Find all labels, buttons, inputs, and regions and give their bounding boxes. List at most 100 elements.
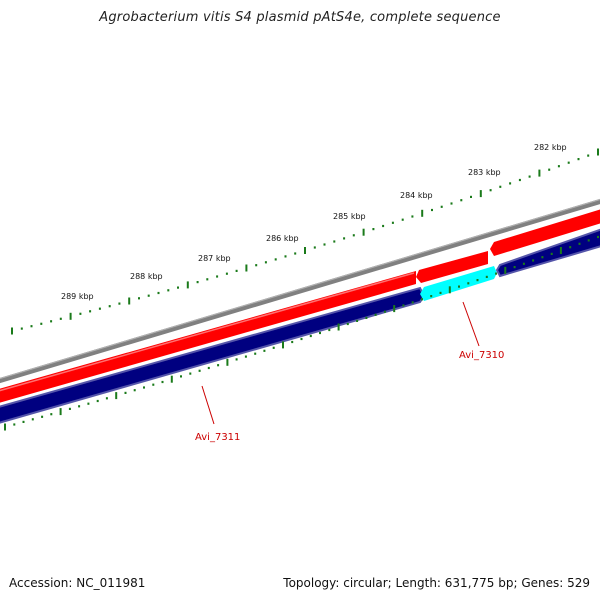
lower-scale-minor-tick (374, 313, 377, 316)
lower-scale-minor-tick (50, 413, 53, 416)
upper-scale-minor-tick (382, 224, 385, 228)
upper-scale-minor-tick (157, 291, 160, 295)
forward-gene-middle[interactable] (416, 251, 488, 283)
upper-scale-minor-tick (118, 302, 121, 305)
lower-scale-major-tick (115, 392, 118, 400)
upper-scale-minor-tick (391, 221, 394, 224)
upper-scale-major-tick (597, 148, 599, 156)
upper-scale-minor-tick (98, 307, 101, 310)
upper-scale-minor-tick (20, 327, 23, 330)
lower-scale-minor-tick (13, 423, 16, 426)
upper-scale-minor-tick (352, 234, 355, 237)
lower-scale-minor-tick (550, 252, 553, 255)
upper-scale-minor-tick (225, 272, 228, 275)
scale-label-283: 283 kbp (468, 168, 501, 177)
upper-scale-minor-tick (264, 261, 267, 264)
lower-scale-minor-tick (189, 372, 192, 375)
gene-label-avi-7311[interactable]: Avi_7311 (195, 432, 240, 443)
sequence-backbone-highlight (0, 198, 600, 380)
scale-label-286: 286 kbp (266, 234, 299, 243)
lower-scale-minor-tick (263, 349, 266, 352)
upper-scale-minor-tick (343, 237, 346, 240)
upper-scale-minor-tick (548, 168, 551, 171)
upper-scale-minor-tick (401, 218, 404, 221)
lower-scale-minor-tick (217, 364, 220, 367)
lower-scale-minor-tick (300, 337, 303, 341)
reverse-gene-avi-7311[interactable] (0, 286, 426, 424)
upper-scale-minor-tick (255, 264, 258, 267)
upper-scale-minor-tick (577, 158, 580, 161)
lower-scale-minor-tick (96, 399, 99, 403)
lower-scale-minor-tick (541, 256, 544, 259)
lower-scale-minor-tick (152, 383, 155, 386)
lower-scale-minor-tick (78, 405, 81, 408)
upper-scale-minor-tick (460, 199, 463, 202)
upper-scale-minor-tick (450, 202, 453, 205)
lower-scale-minor-tick (207, 366, 210, 370)
scale-label-282: 282 kbp (534, 143, 567, 152)
upper-scale-minor-tick (235, 269, 238, 272)
lower-scale-minor-tick (383, 310, 386, 313)
upper-scale-minor-tick (587, 154, 590, 157)
upper-scale-minor-tick (216, 275, 219, 278)
reverse-gene-right[interactable] (495, 228, 600, 278)
upper-scale-minor-tick (89, 310, 92, 313)
upper-scale-minor-tick (206, 278, 209, 281)
upper-scale-minor-tick (108, 305, 111, 308)
scale-label-289: 289 kbp (61, 292, 94, 301)
lower-scale-major-tick (448, 286, 451, 294)
upper-scale-minor-tick (440, 205, 443, 208)
lower-scale-minor-tick (346, 322, 349, 326)
lower-scale-minor-tick (309, 334, 312, 338)
upper-scale-major-tick (538, 169, 541, 177)
forward-gene-right[interactable] (490, 208, 600, 256)
lower-scale-major-tick (4, 423, 6, 431)
lower-scale-minor-tick (235, 358, 238, 361)
lower-scale-minor-tick (532, 259, 535, 262)
lower-scale-minor-tick (198, 369, 201, 372)
lower-scale-minor-tick (31, 418, 34, 421)
upper-scale-major-tick (362, 228, 365, 236)
lower-scale-minor-tick (244, 355, 247, 358)
lower-scale-major-tick (282, 341, 284, 349)
lower-scale-minor-tick (180, 375, 182, 378)
lower-scale-minor-tick (597, 235, 599, 239)
lower-scale-minor-tick (476, 279, 479, 282)
upper-scale-minor-tick (313, 246, 316, 249)
lower-scale-minor-tick (365, 316, 368, 319)
forward-gene-avi-7311-region[interactable] (0, 271, 416, 404)
lower-scale-minor-tick (578, 242, 581, 245)
map-title: Agrobacterium vitis S4 plasmid pAtS4e, c… (99, 10, 501, 25)
upper-scale-minor-tick (40, 322, 43, 325)
upper-scale-minor-tick (294, 252, 297, 255)
lower-scale-minor-tick (328, 328, 331, 332)
topology-summary: Topology: circular; Length: 631,775 bp; … (283, 576, 590, 590)
reverse-gene-avi-7310[interactable] (420, 266, 497, 301)
sequence-backbone (0, 198, 600, 384)
upper-scale-major-tick (304, 247, 306, 254)
upper-scale-major-tick (11, 327, 13, 335)
lower-scale (4, 235, 599, 431)
upper-scale-minor-tick (167, 289, 170, 292)
gene-label-avi-7310[interactable]: Avi_7310 (459, 350, 504, 361)
lower-scale-minor-tick (587, 239, 590, 242)
lower-scale-minor-tick (430, 295, 433, 298)
lower-scale-minor-tick (22, 420, 25, 423)
lower-scale-major-tick (393, 305, 396, 313)
lower-scale-major-tick (226, 358, 229, 366)
upper-scale-minor-tick (59, 317, 62, 320)
scale-label-285: 285 kbp (333, 212, 366, 221)
lower-scale-minor-tick (402, 304, 405, 307)
lower-scale-minor-tick (522, 262, 525, 265)
upper-scale (11, 148, 599, 335)
upper-scale-minor-tick (567, 161, 570, 164)
lower-scale-minor-tick (439, 291, 442, 294)
lower-scale-minor-tick (133, 389, 136, 392)
lower-scale-minor-tick (161, 380, 164, 384)
accession-text: Accession: NC_011981 (9, 576, 146, 590)
lower-scale-minor-tick (254, 352, 257, 355)
upper-scale-minor-tick (30, 325, 33, 328)
lower-scale-minor-tick (272, 346, 275, 349)
upper-scale-minor-tick (284, 255, 287, 258)
